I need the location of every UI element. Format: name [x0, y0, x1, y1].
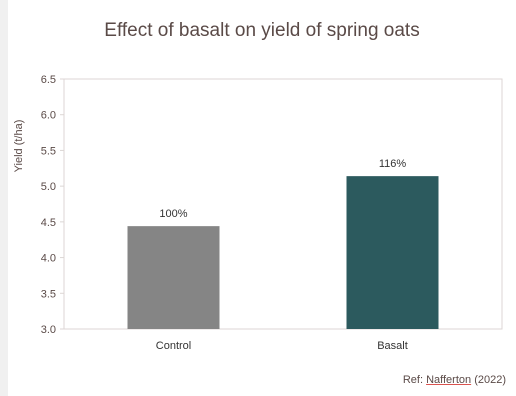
chart-title: Effect of basalt on yield of spring oats: [104, 20, 420, 41]
ref-year: (2022): [471, 374, 506, 386]
y-tick-label: 3.0: [41, 324, 56, 336]
reference-note: Ref: Nafferton (2022): [403, 374, 506, 386]
y-tick-label: 6.0: [41, 110, 56, 122]
y-tick-label: 4.5: [41, 217, 56, 229]
y-tick-label: 4.0: [41, 253, 56, 265]
bar-basalt: [346, 176, 439, 329]
data-label: 116%: [379, 158, 407, 170]
y-tick-label: 5.5: [41, 145, 56, 157]
ref-prefix: Ref:: [402, 374, 427, 386]
y-tick-label: 6.5: [41, 74, 56, 86]
y-tick-label: 3.5: [41, 288, 56, 300]
x-category-label: Basalt: [377, 340, 408, 352]
plot-area: [63, 78, 503, 330]
bar-chart: 3.0 3.5 4.0 4.5 5.0 5.5 6.0 6.5 Yield (t/ha) 100…: [13, 74, 503, 352]
y-axis-title: Yield (t/ha): [13, 120, 25, 173]
bar-control: [127, 226, 220, 329]
x-category-label: Control: [156, 340, 191, 352]
data-label: 100%: [159, 208, 187, 220]
ref-source: Nafferton: [426, 374, 472, 386]
chart-card: Effect of basalt on yield of spring oats…: [8, 0, 516, 396]
y-tick-label: 5.0: [41, 181, 56, 193]
